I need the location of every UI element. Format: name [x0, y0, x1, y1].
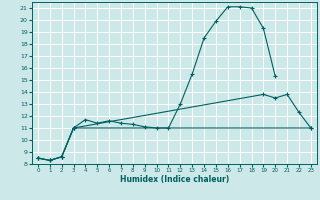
- X-axis label: Humidex (Indice chaleur): Humidex (Indice chaleur): [120, 175, 229, 184]
